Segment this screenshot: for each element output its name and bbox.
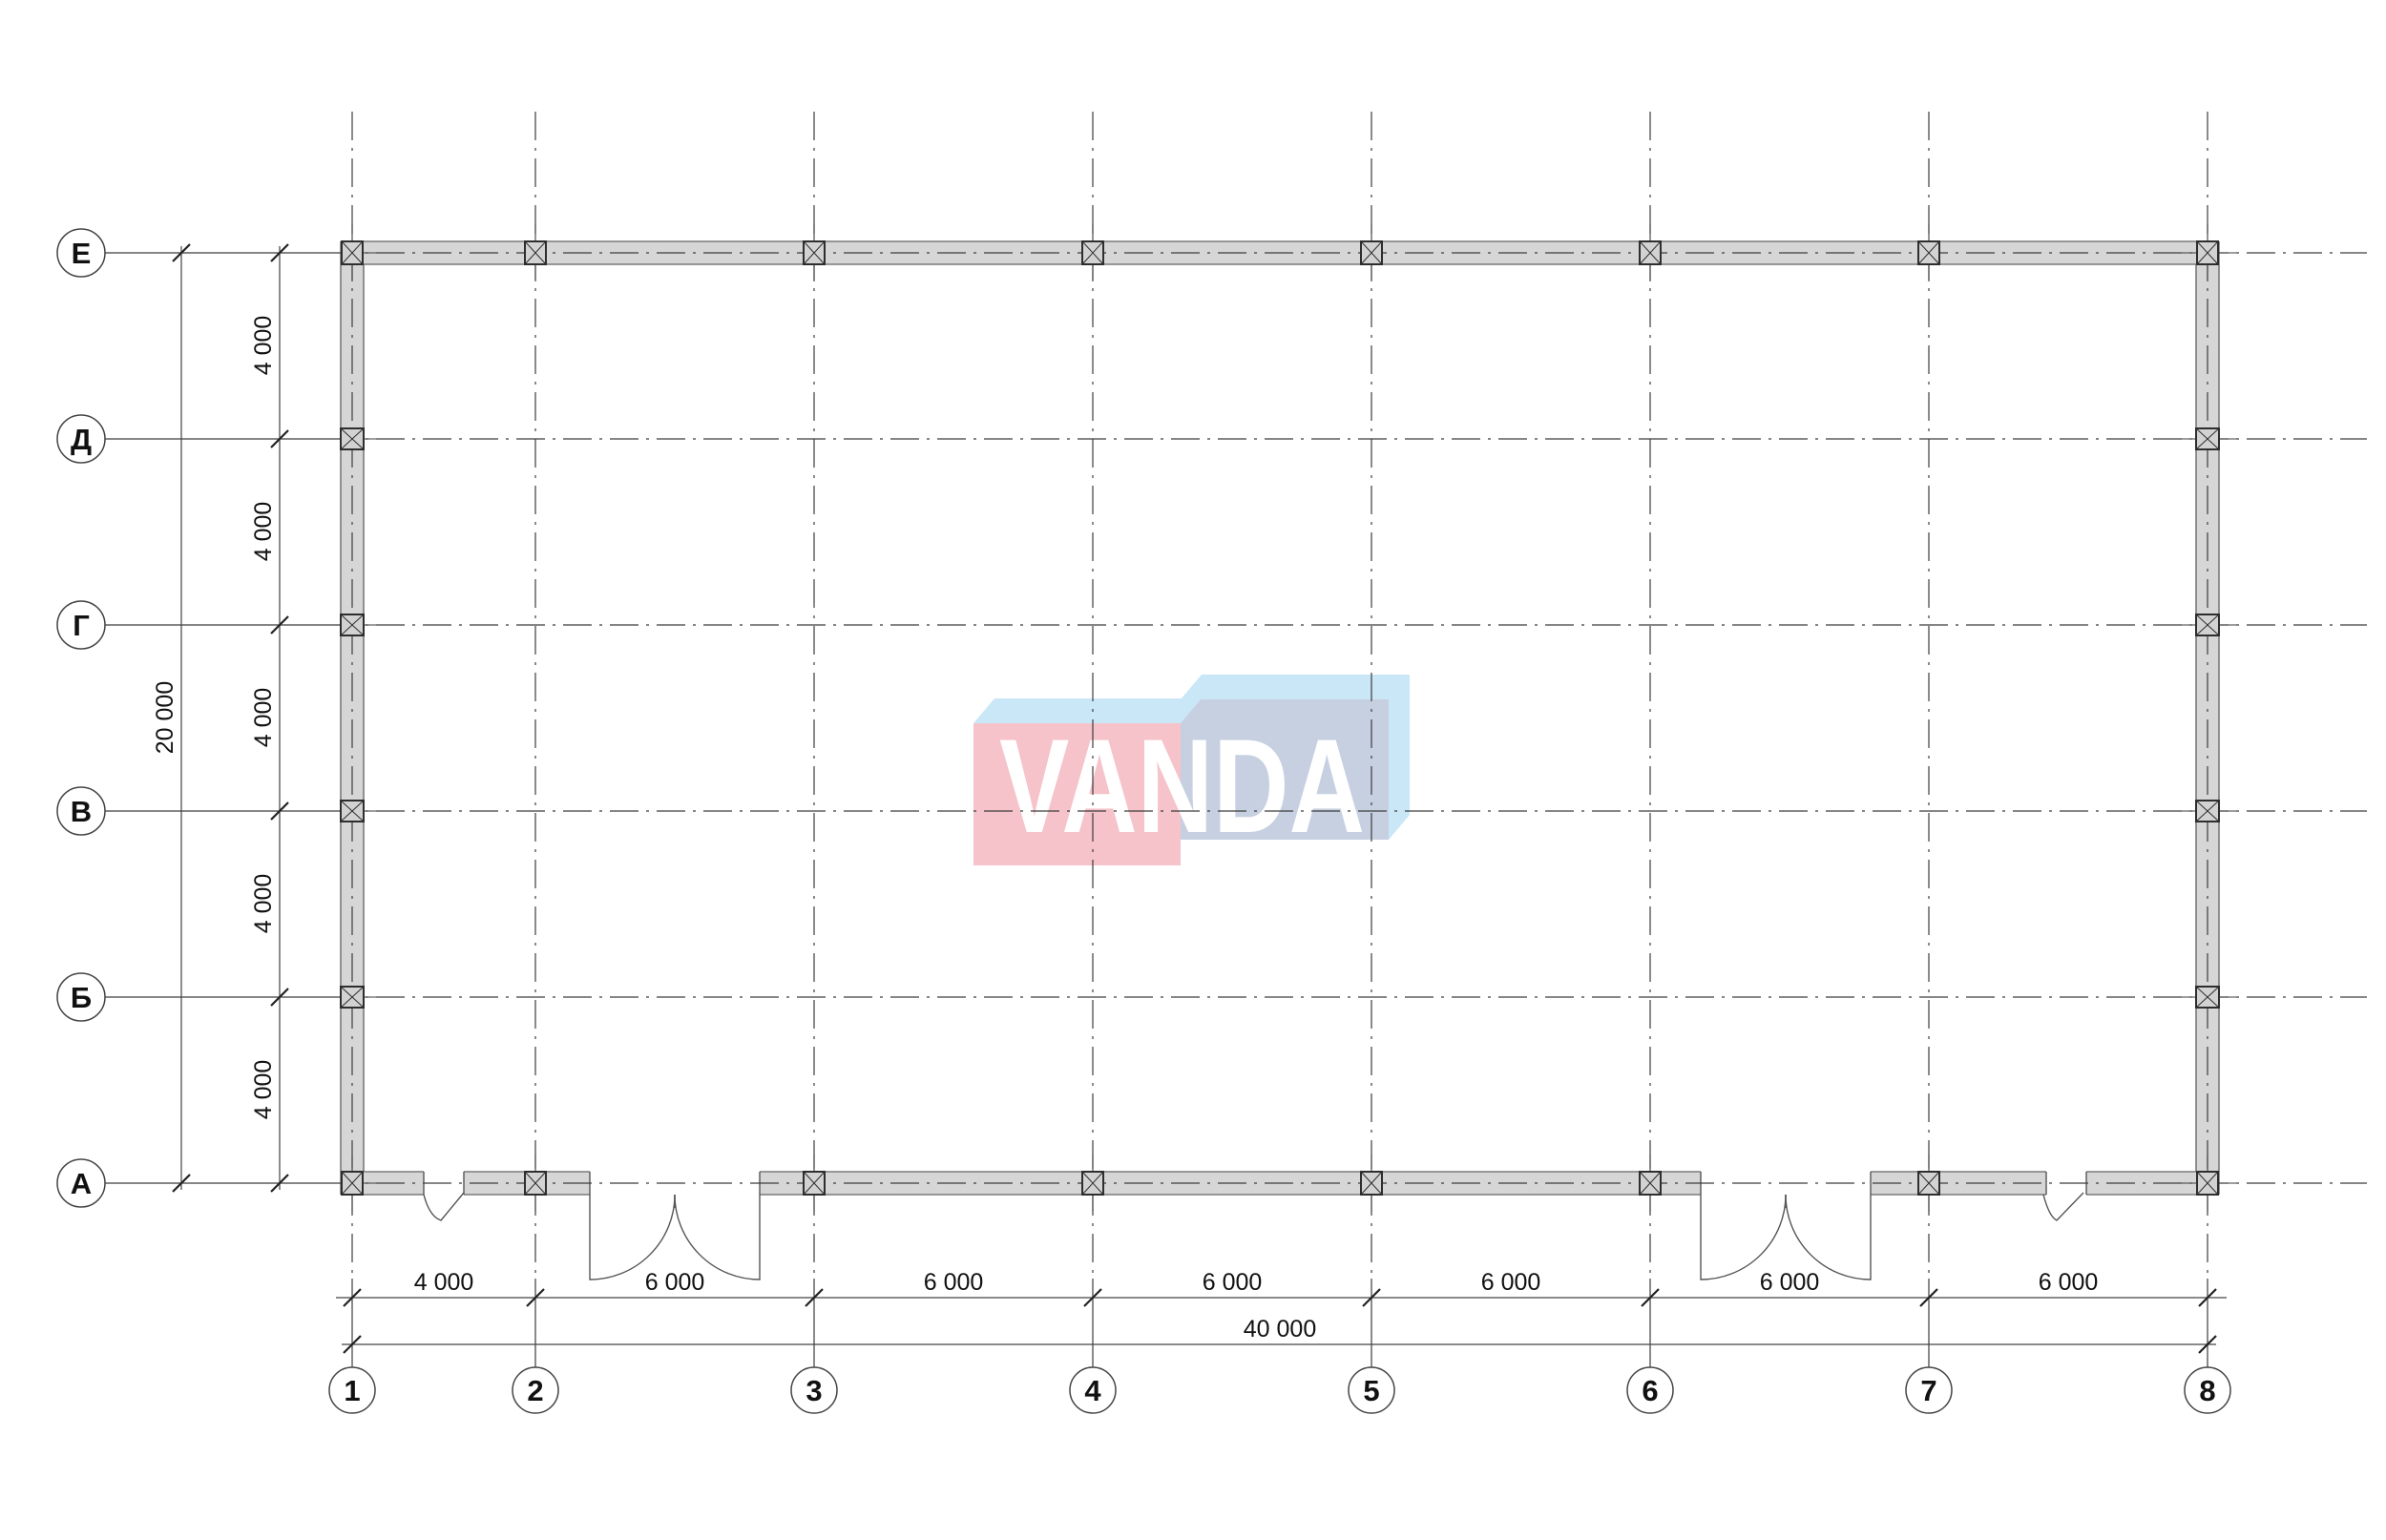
axis-bubble-col	[1626, 1366, 1674, 1414]
axis-bubble-row	[56, 228, 106, 278]
dim-label: 4 000	[250, 316, 277, 376]
axis-bubble-col	[790, 1366, 838, 1414]
column	[341, 1171, 364, 1196]
dim-label: 4 000	[250, 502, 277, 562]
axis-bubble-col	[512, 1366, 559, 1414]
axis-label-row: А	[71, 1167, 92, 1200]
axis-bubble-col	[328, 1366, 376, 1414]
column	[1360, 240, 1383, 265]
column	[2196, 1171, 2219, 1196]
dim-label: 6 000	[924, 1269, 984, 1296]
dim-label: 6 000	[1203, 1269, 1263, 1296]
column	[1917, 1171, 1940, 1196]
logo-left-box-front	[973, 723, 1181, 865]
column	[340, 986, 365, 1009]
column	[341, 240, 364, 265]
axis-bubble-col	[1905, 1366, 1953, 1414]
column	[524, 240, 547, 265]
dim-label: 6 000	[645, 1269, 705, 1296]
wall-outlines	[340, 240, 2220, 1196]
axis-label-row: Б	[71, 981, 92, 1014]
logo-right-box-side-bevel	[1389, 675, 1410, 840]
column	[340, 427, 365, 450]
column	[2196, 240, 2219, 265]
axis-bubble-row	[56, 414, 106, 464]
axis-markers: Е Д Г В Б А 1 2 3 4 5 6 7	[56, 228, 2231, 1414]
grid-row-lines	[105, 252, 2367, 1184]
axis-bubble-row	[56, 972, 106, 1022]
column	[340, 800, 365, 822]
axis-bubble-col	[1348, 1366, 1395, 1414]
column	[524, 1171, 547, 1196]
logo-wordmark: VANDA	[999, 711, 1365, 861]
axis-bubble-row	[56, 786, 106, 836]
column	[1639, 240, 1662, 265]
single-door-right	[2042, 1192, 2084, 1221]
axis-label-col: 3	[806, 1374, 822, 1407]
axis-label-row: Е	[72, 237, 92, 270]
logo-left-box-top-bevel	[973, 698, 1202, 723]
dim-label: 6 000	[1760, 1269, 1820, 1296]
axis-label-col: 7	[1920, 1374, 1936, 1407]
column	[1360, 1171, 1383, 1196]
doors	[423, 1192, 2084, 1280]
column	[1081, 1171, 1104, 1196]
logo-right-box-top-bevel	[1181, 675, 1410, 699]
column	[1917, 240, 1940, 265]
dim-label: 4 000	[250, 874, 277, 934]
column	[2195, 427, 2220, 450]
axis-label-col: 1	[344, 1374, 360, 1407]
axis-label-col: 5	[1363, 1374, 1379, 1407]
column	[2195, 614, 2220, 636]
vanda-logo: VANDA	[973, 675, 1410, 865]
column	[1081, 240, 1104, 265]
double-door-right	[1700, 1194, 1872, 1280]
axis-bubble-col	[2184, 1366, 2231, 1414]
column	[340, 614, 365, 636]
logo-right-box-front	[1181, 699, 1389, 840]
dim-label-total-height: 20 000	[152, 681, 178, 754]
axis-label-row: В	[71, 795, 92, 828]
column-axis-markers: 1 2 3 4 5 6 7 8	[328, 1366, 2231, 1414]
dim-label-total-width: 40 000	[1244, 1316, 1316, 1342]
row-axis-markers: Е Д Г В Б А	[56, 228, 106, 1208]
axis-label-col: 2	[527, 1374, 543, 1407]
axis-bubble-row	[56, 600, 106, 650]
axis-bubble-col	[1069, 1366, 1117, 1414]
axis-label-col: 6	[1642, 1374, 1658, 1407]
axis-label-row: Г	[73, 609, 90, 642]
single-door-left	[423, 1192, 465, 1221]
dim-label: 6 000	[2039, 1269, 2099, 1296]
grid-lines	[105, 112, 2367, 1367]
axis-label-row: Д	[71, 423, 92, 456]
axis-bubble-row	[56, 1158, 106, 1208]
column	[2195, 986, 2220, 1009]
column	[803, 240, 826, 265]
double-door-left	[589, 1194, 761, 1280]
column	[1639, 1171, 1662, 1196]
dim-label: 6 000	[1481, 1269, 1541, 1296]
grid-column-lines	[351, 112, 2208, 1367]
axis-label-col: 8	[2199, 1374, 2215, 1407]
column	[803, 1171, 826, 1196]
dim-label: 4 000	[250, 688, 277, 748]
dim-label: 4 000	[414, 1269, 474, 1296]
dimensions-bottom: 4 000 6 000 6 000 6 000 6 000 6 000 6 00…	[336, 1269, 2227, 1355]
axis-label-col: 4	[1084, 1374, 1101, 1407]
column	[2195, 800, 2220, 822]
dim-label: 4 000	[250, 1060, 277, 1120]
dimensions-left: 4 000 4 000 4 000 4 000 4 000 20 000	[152, 242, 290, 1194]
